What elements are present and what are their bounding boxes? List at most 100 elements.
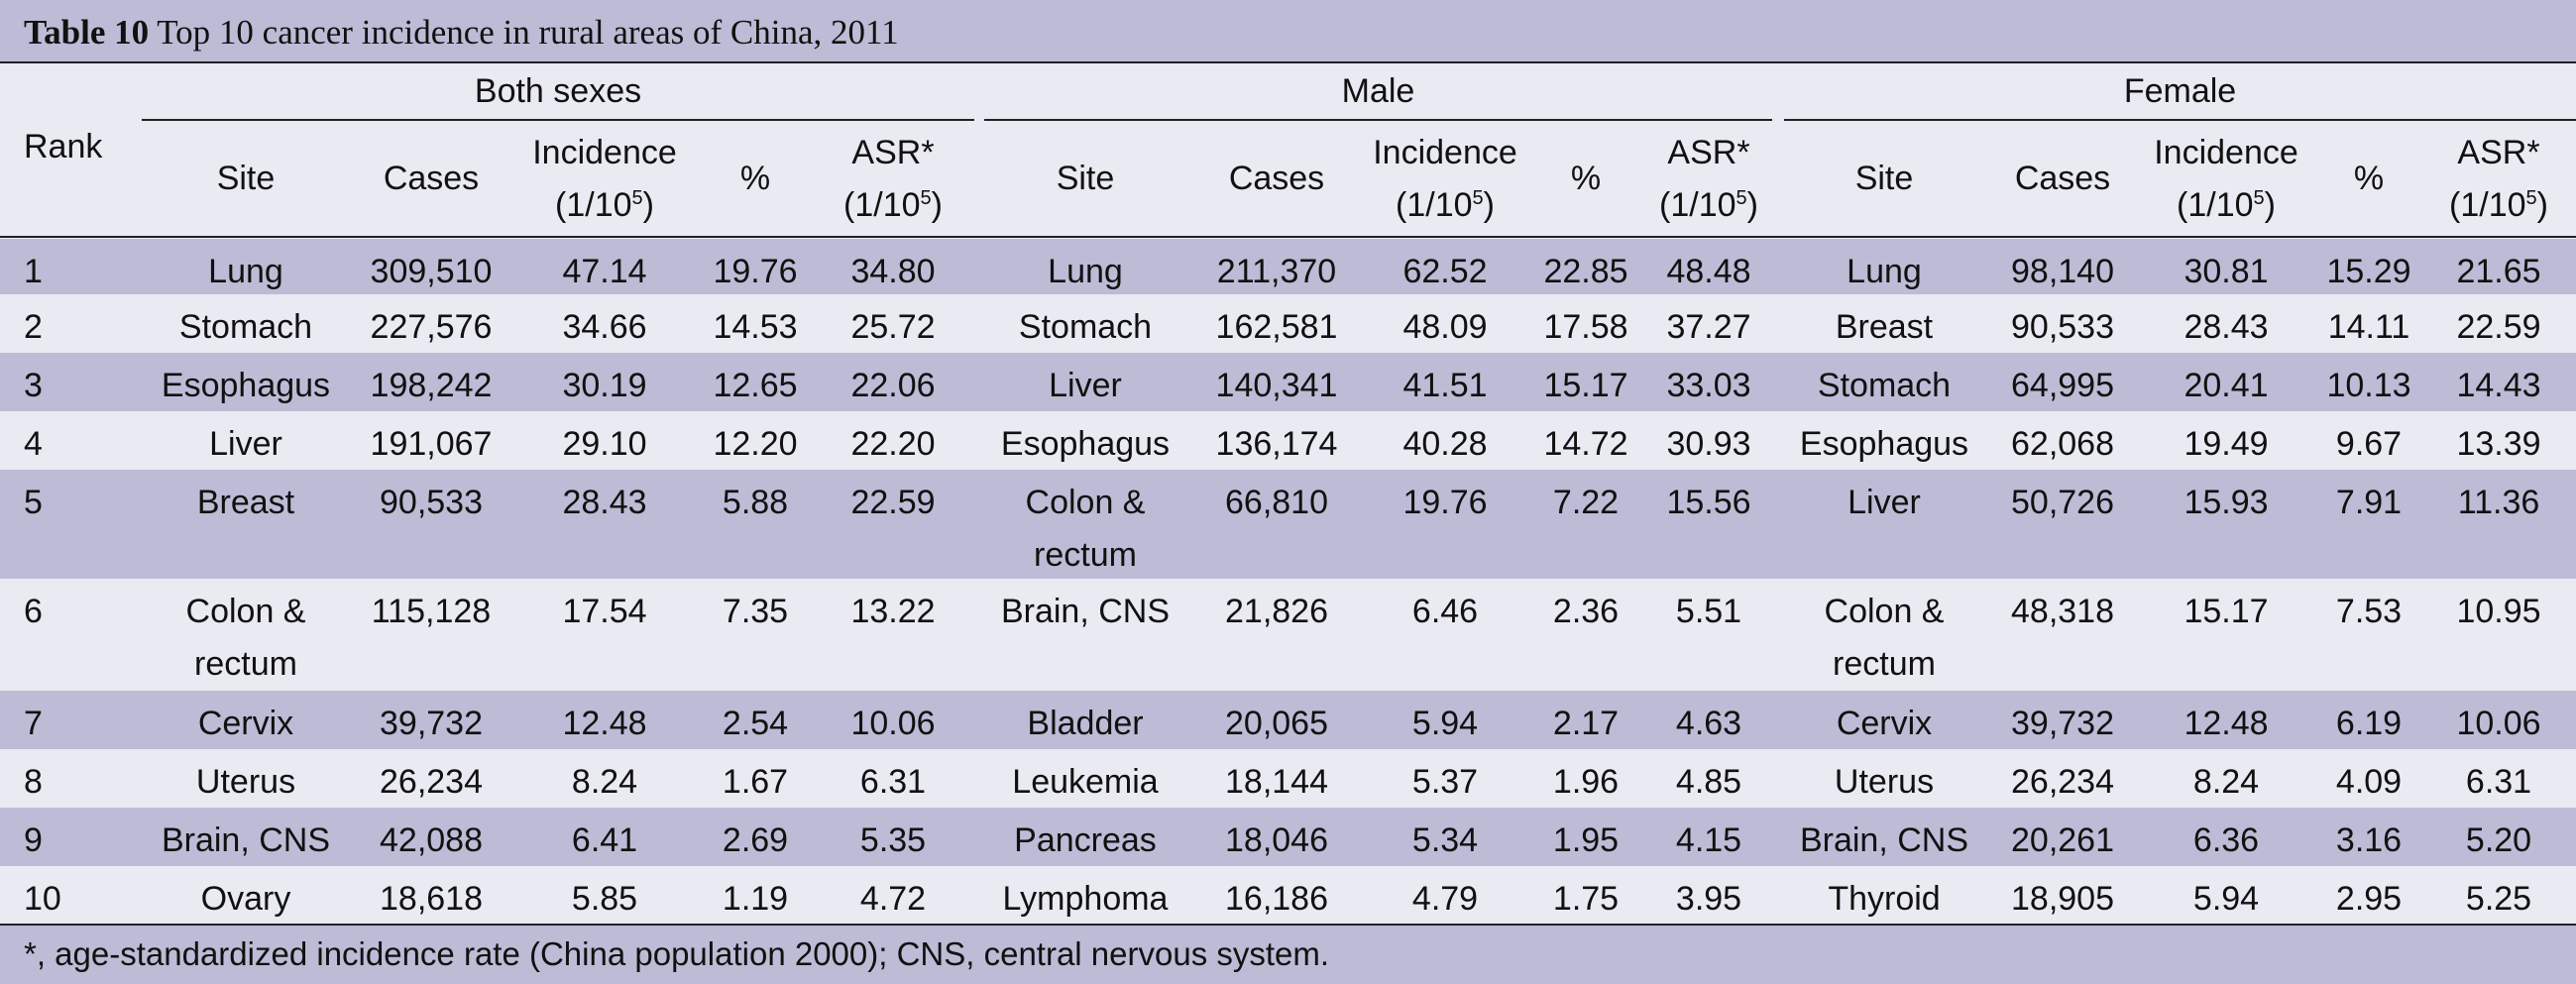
table-row: 9 Brain, CNS 42,088 6.41 2.69 5.35 Pancreas 18,… [0,808,2576,866]
cases-cell-female: 90,533 [2011,308,2114,346]
asr-cell-male: 4.85 [1675,763,1742,801]
site-name-line: Cervix [1836,705,1933,742]
percent-cell-male: 2.17 [1552,705,1620,742]
unit-suffix: ) [2264,186,2276,224]
column-header-incidence-line2: (1/105) [1346,179,1544,232]
asr-cell-female: 21.65 [2456,253,2541,290]
site-name-line: Stomach [1018,308,1153,346]
percent-cell-female: 6.19 [2335,705,2403,742]
table-row: 1 Lung 309,510 47.14 19.76 34.80 Lung 211,370 62… [0,239,2576,294]
incidence-cell-female: 12.48 [2184,705,2269,742]
cases-cell-male: 21,826 [1225,593,1328,630]
incidence-cell-both: 5.85 [571,880,638,918]
incidence-cell-male: 62.52 [1402,253,1488,290]
site-cell-both: Breast [147,477,345,529]
incidence-cell-both: 29.10 [562,425,647,463]
cases-cell-both: 26,234 [380,763,483,801]
incidence-cell-male: 48.09 [1402,308,1488,346]
site-name-line: Bladder [1027,705,1144,742]
asr-cell-both: 34.80 [850,253,936,290]
cases-cell-female: 48,318 [2011,593,2114,630]
site-cell-female: Breast [1785,301,1983,354]
percent-cell-both: 12.65 [713,367,798,404]
incidence-cell-both: 8.24 [571,763,638,801]
incidence-cell-female: 5.94 [2192,880,2260,918]
unit-exponent: 5 [920,187,932,209]
group-header-male: Male [1341,72,1415,110]
cases-cell-both: 42,088 [380,821,483,859]
incidence-cell-male: 19.76 [1402,484,1488,521]
rank-cell: 5 [24,484,43,521]
percent-cell-female: 14.11 [2327,308,2410,346]
cases-cell-female: 18,905 [2011,880,2114,918]
group-header-female: Female [2123,72,2237,110]
site-name-line: Esophagus [161,367,331,404]
site-name-line: Colon & [1025,484,1146,521]
site-cell-both: Ovary [147,873,345,926]
unit-exponent: 5 [2525,187,2537,209]
incidence-cell-both: 47.14 [562,253,647,290]
unit-prefix: (1/10 [555,186,632,224]
percent-cell-male: 1.95 [1552,821,1620,859]
site-name-line: Uterus [1834,763,1935,801]
cases-cell-male: 211,370 [1216,253,1337,290]
percent-cell-both: 14.53 [713,308,798,346]
column-header-percent-male: % [1570,160,1602,197]
unit-suffix: ) [642,186,654,224]
site-name-line: Stomach [178,308,313,346]
site-cell-both: Esophagus [147,360,345,412]
table-footnote: *, age-standardized incidence rate (Chin… [0,926,2576,984]
site-name-line: Cervix [197,705,294,742]
site-cell-male: Brain, CNS [986,586,1184,638]
incidence-cell-female: 28.43 [2184,308,2269,346]
column-header-cases-both: Cases [383,160,480,197]
incidence-cell-both: 6.41 [571,821,638,859]
header-rule [0,236,2576,238]
site-name-line: Liver [1049,367,1122,404]
percent-cell-female: 3.16 [2335,821,2403,859]
percent-cell-both: 7.35 [722,593,789,630]
site-cell-male: Lymphoma [986,873,1184,926]
asr-cell-both: 22.06 [850,367,936,404]
table-label: Table 10 [24,13,150,52]
site-cell-both: Lung [147,246,345,298]
unit-exponent: 5 [631,187,643,209]
asr-cell-both: 5.35 [859,821,927,859]
asr-cell-both: 13.22 [850,593,936,630]
site-name-line: Esophagus [1000,425,1171,463]
percent-cell-male: 2.36 [1552,593,1620,630]
incidence-cell-male: 5.94 [1411,705,1479,742]
incidence-cell-female: 15.93 [2184,484,2269,521]
unit-prefix: (1/10 [2449,186,2526,224]
site-name-line: Lung [1048,253,1123,290]
rank-cell: 10 [24,880,61,918]
asr-cell-male: 4.63 [1675,705,1742,742]
asr-cell-female: 14.43 [2456,367,2541,404]
site-name-line: Colon & [1824,593,1945,630]
percent-cell-male: 1.96 [1552,763,1620,801]
column-header-asr-line1: ASR* [1667,134,1750,171]
incidence-cell-both: 34.66 [562,308,647,346]
column-header-incidence-both: Incidence (1/105) [505,127,704,232]
site-name-line: Breast [1835,308,1934,346]
cases-cell-female: 64,995 [2011,367,2114,404]
unit-prefix: (1/10 [843,186,921,224]
cases-cell-female: 20,261 [2011,821,2114,859]
unit-prefix: (1/10 [1396,186,1473,224]
site-name-line: rectum [1833,645,1936,683]
site-cell-male: Stomach [986,301,1184,354]
site-cell-both: Liver [147,418,345,471]
table-row: 7 Cervix 39,732 12.48 2.54 10.06 Bladder 20,065… [0,691,2576,749]
column-header-site-both: Site [216,160,276,197]
percent-cell-both: 2.54 [722,705,789,742]
percent-cell-both: 12.20 [713,425,798,463]
asr-cell-female: 5.20 [2465,821,2532,859]
site-name-line: Brain, CNS [1000,593,1171,630]
site-cell-both: Brain, CNS [147,815,345,867]
unit-prefix: (1/10 [2177,186,2254,224]
incidence-cell-female: 30.81 [2184,253,2269,290]
column-header-asr-both: ASR* (1/105) [794,127,992,232]
site-name-line: Breast [196,484,295,521]
site-name-line: Lung [208,253,283,290]
